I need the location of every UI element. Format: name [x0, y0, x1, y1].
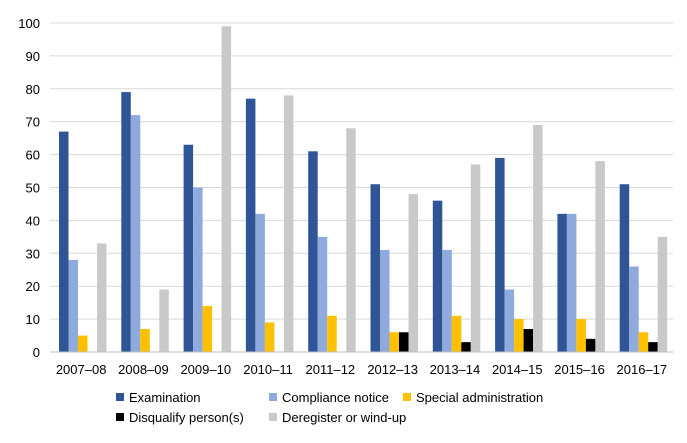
legend-label: Compliance notice	[282, 390, 389, 405]
bar	[495, 157, 505, 352]
bar	[59, 131, 69, 352]
bar	[245, 98, 256, 352]
bar	[504, 289, 515, 352]
bar	[451, 315, 462, 352]
legend: Examination Compliance notice Special admi…	[116, 390, 543, 425]
bar	[130, 115, 141, 353]
bar	[283, 95, 294, 352]
bar	[264, 322, 275, 352]
legend-label: Deregister or wind-up	[282, 410, 406, 425]
bar	[566, 213, 577, 352]
bar	[523, 328, 534, 352]
x-tick-label: 2015–16	[554, 362, 605, 377]
bar	[461, 342, 471, 352]
bar	[78, 335, 88, 352]
bar	[638, 332, 649, 352]
x-tick-label: 2011–12	[306, 362, 356, 377]
y-tick-label: 10	[26, 312, 40, 327]
bar	[576, 319, 586, 352]
legend-swatch	[269, 393, 277, 401]
bar	[389, 332, 399, 352]
x-tick-label: 2009–10	[180, 362, 231, 377]
bars	[59, 26, 668, 353]
bar	[595, 161, 605, 352]
x-axis: 2007–08 2008–09 2009–10 2010–11 2011–12 2012–…	[50, 351, 673, 377]
y-tick-label: 100	[18, 16, 40, 31]
bar	[159, 289, 169, 352]
y-tick-label: 60	[26, 148, 40, 163]
legend-label: Disqualify person(s)	[129, 410, 244, 425]
y-tick-label: 70	[26, 115, 40, 130]
bar	[380, 250, 390, 352]
y-axis-ticks: 0 10 20 30 40 50 60 70 80 90 100	[18, 16, 40, 360]
bar	[399, 332, 409, 352]
bar	[585, 338, 596, 352]
bar	[648, 342, 658, 352]
bar	[317, 236, 328, 352]
bar	[121, 92, 131, 352]
y-tick-label: 0	[33, 345, 40, 360]
bar	[442, 250, 452, 352]
bar	[514, 319, 524, 352]
x-tick-label: 2012–13	[367, 362, 418, 377]
bar	[657, 236, 668, 352]
x-tick-label: 2016–17	[617, 362, 668, 377]
legend-swatch	[116, 413, 124, 421]
y-tick-label: 50	[26, 181, 40, 196]
bar	[255, 213, 265, 352]
y-tick-label: 90	[26, 49, 40, 64]
bar	[619, 184, 630, 352]
legend-label: Special administration	[416, 390, 543, 405]
y-tick-label: 20	[26, 279, 40, 294]
x-tick-label: 2007–08	[56, 362, 107, 377]
x-tick-label: 2013–14	[430, 362, 481, 377]
bar	[346, 128, 356, 352]
bar	[629, 266, 639, 352]
bar	[470, 164, 481, 352]
y-tick-label: 30	[26, 246, 40, 261]
bar	[202, 305, 213, 352]
x-tick-label: 2014–15	[492, 362, 543, 377]
bar	[533, 124, 543, 353]
bar	[370, 184, 380, 352]
legend-swatch	[403, 393, 411, 401]
legend-label: Examination	[129, 390, 201, 405]
legend-swatch	[269, 413, 277, 421]
bar	[183, 144, 194, 352]
bar	[408, 194, 418, 352]
bar	[221, 26, 232, 352]
x-tick-label: 2008–09	[118, 362, 169, 377]
bar	[557, 213, 567, 352]
bar	[432, 200, 443, 352]
x-tick-label: 2010–11	[243, 362, 293, 377]
bar	[193, 187, 203, 352]
y-tick-label: 80	[26, 82, 40, 97]
bar	[97, 243, 107, 352]
bar	[140, 328, 150, 352]
y-tick-label: 40	[26, 213, 40, 228]
gridlines	[50, 22, 673, 320]
bar	[308, 151, 318, 352]
bar	[327, 315, 337, 352]
bar	[68, 259, 78, 352]
legend-swatch	[116, 393, 124, 401]
